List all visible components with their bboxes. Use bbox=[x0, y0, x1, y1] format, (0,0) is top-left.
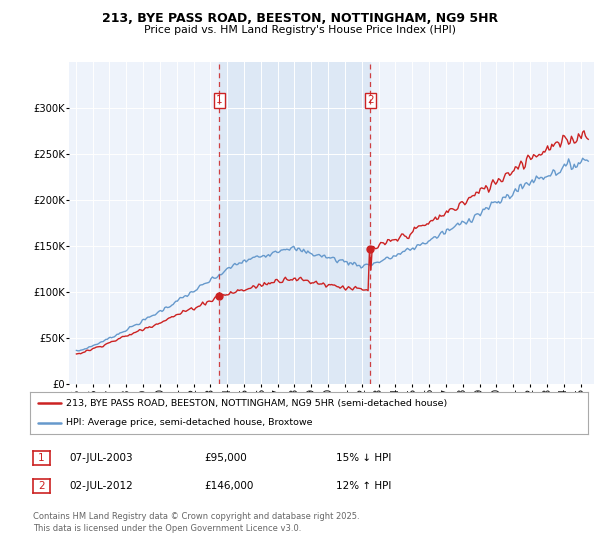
Text: HPI: Average price, semi-detached house, Broxtowe: HPI: Average price, semi-detached house,… bbox=[66, 418, 313, 427]
Text: Contains HM Land Registry data © Crown copyright and database right 2025.
This d: Contains HM Land Registry data © Crown c… bbox=[33, 512, 359, 533]
Text: £146,000: £146,000 bbox=[204, 481, 253, 491]
Text: Price paid vs. HM Land Registry's House Price Index (HPI): Price paid vs. HM Land Registry's House … bbox=[144, 25, 456, 35]
Bar bbox=[220, 62, 370, 384]
Text: 2: 2 bbox=[367, 95, 374, 105]
Text: 1: 1 bbox=[38, 453, 45, 463]
Text: 213, BYE PASS ROAD, BEESTON, NOTTINGHAM, NG9 5HR: 213, BYE PASS ROAD, BEESTON, NOTTINGHAM,… bbox=[102, 12, 498, 25]
Text: 15% ↓ HPI: 15% ↓ HPI bbox=[336, 453, 391, 463]
Text: 1: 1 bbox=[216, 95, 223, 105]
Text: £95,000: £95,000 bbox=[204, 453, 247, 463]
Text: 213, BYE PASS ROAD, BEESTON, NOTTINGHAM, NG9 5HR (semi-detached house): 213, BYE PASS ROAD, BEESTON, NOTTINGHAM,… bbox=[66, 399, 448, 408]
Text: 2: 2 bbox=[38, 481, 45, 491]
Text: 02-JUL-2012: 02-JUL-2012 bbox=[69, 481, 133, 491]
Text: 07-JUL-2003: 07-JUL-2003 bbox=[69, 453, 133, 463]
Text: 12% ↑ HPI: 12% ↑ HPI bbox=[336, 481, 391, 491]
